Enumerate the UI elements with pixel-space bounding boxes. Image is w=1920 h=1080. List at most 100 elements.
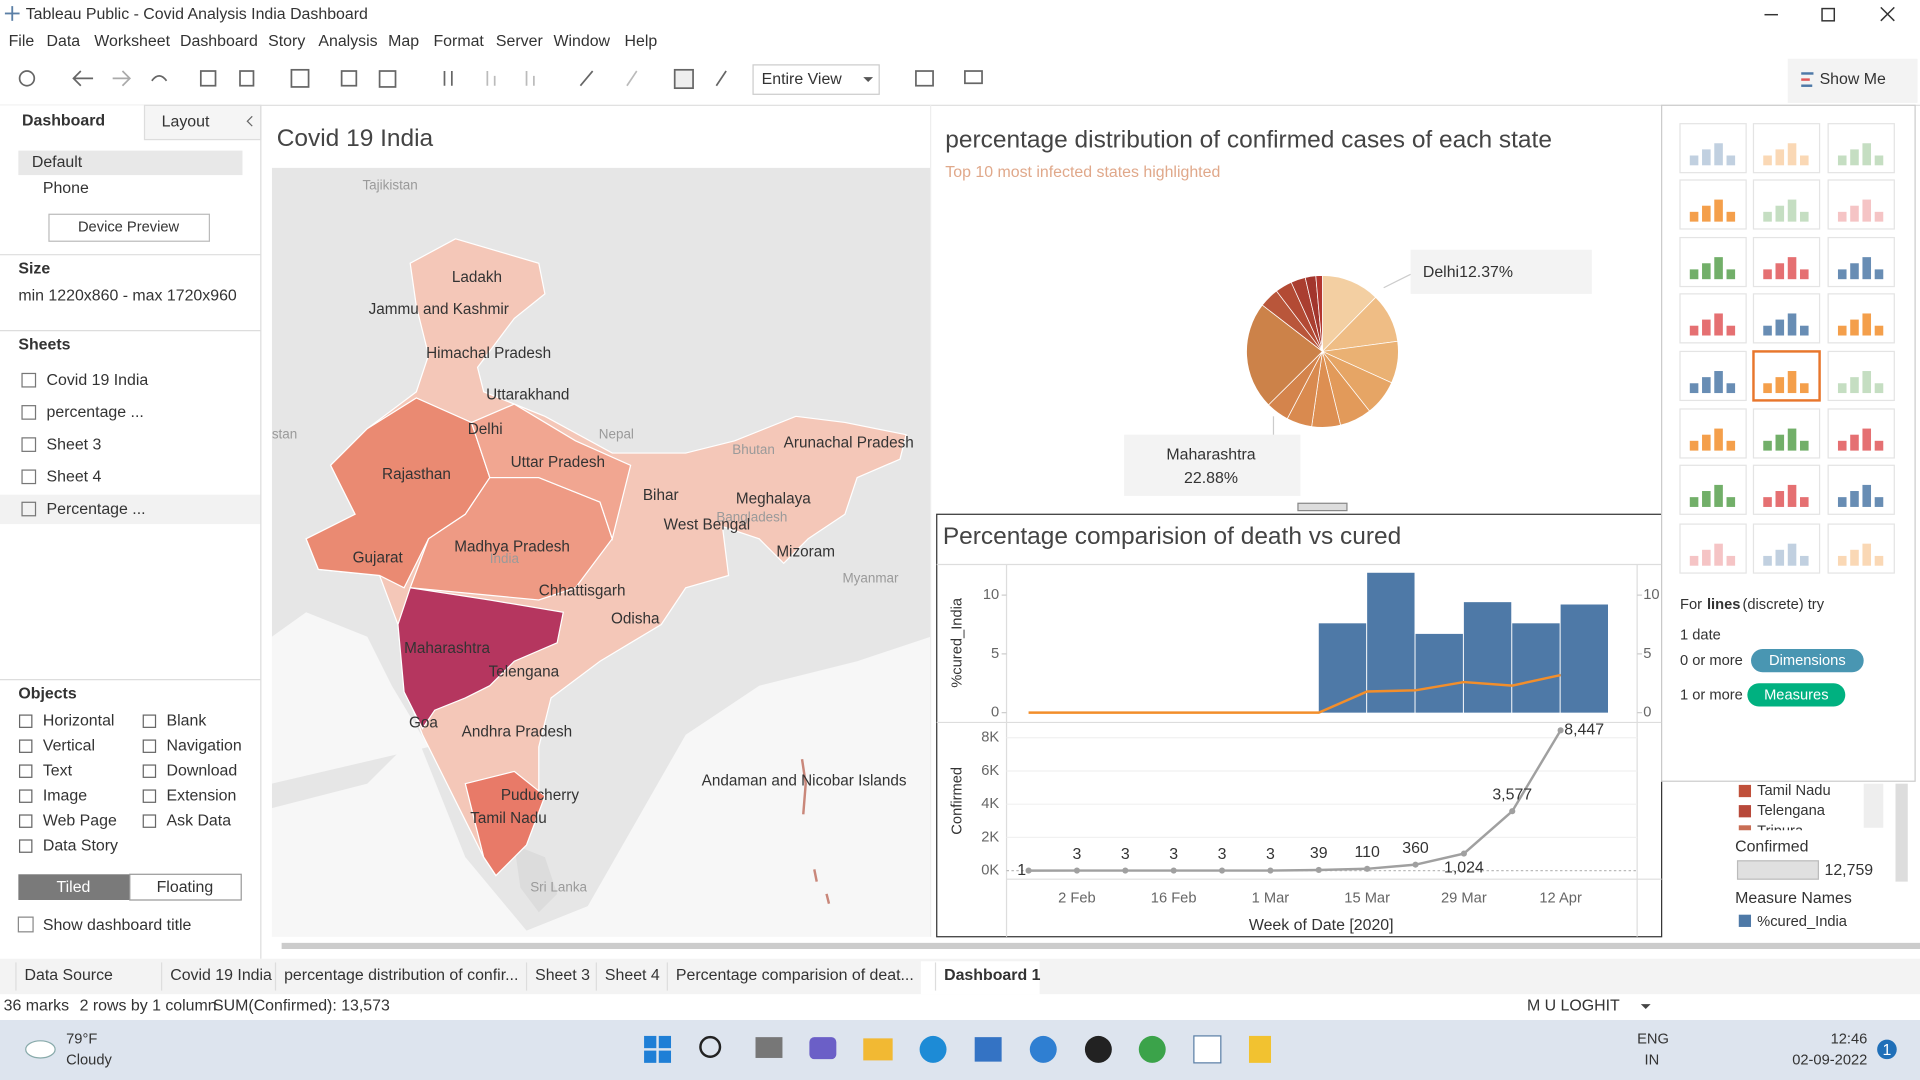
thumbnail[interactable] (1752, 123, 1821, 174)
sheet-tab[interactable]: Sheet 3 (535, 967, 590, 984)
thumbnail[interactable] (1827, 293, 1895, 344)
label-box (1124, 434, 1301, 496)
object[interactable]: Blank (167, 712, 207, 729)
show-title[interactable]: Show dashboard title (43, 917, 192, 934)
thumbnail[interactable] (1679, 123, 1747, 174)
window-controls[interactable] (1764, 6, 1895, 22)
thumbnail-glyph (1702, 377, 1711, 394)
y-tick-label: 0K (981, 862, 999, 878)
taskbar-apps[interactable] (644, 1035, 1272, 1064)
clock-time[interactable]: 12:46 (1831, 1031, 1868, 1047)
thumbnail[interactable] (1679, 236, 1747, 288)
panel-tab[interactable]: Layout (162, 114, 210, 131)
view-dropdown[interactable] (752, 64, 880, 95)
menu-item[interactable]: Server (496, 33, 544, 50)
view-mode[interactable]: Entire View (762, 71, 843, 88)
clock-date[interactable]: 02-09-2022 (1792, 1052, 1867, 1068)
object[interactable]: Download (167, 762, 238, 779)
active-tab (920, 961, 1040, 995)
menu-item[interactable]: Help (624, 33, 657, 50)
device-preview-button[interactable] (48, 213, 210, 242)
panel-tab[interactable]: Dashboard (22, 112, 105, 129)
sheet-tab[interactable]: percentage distribution of confir... (284, 967, 518, 984)
sheet[interactable]: Sheet 3 (47, 436, 102, 453)
region[interactable]: IN (1644, 1052, 1659, 1068)
menu-item[interactable]: Format (433, 33, 484, 50)
object[interactable]: Extension (167, 787, 237, 804)
point (1122, 867, 1129, 874)
thumbnail-glyph (1837, 269, 1847, 280)
menu-item[interactable]: Dashboard (180, 33, 258, 50)
thumbnail[interactable] (1827, 236, 1895, 288)
menu-item[interactable]: Analysis (318, 33, 377, 50)
thumbnail-glyph (1726, 555, 1736, 566)
thumbnail[interactable] (1827, 123, 1895, 174)
object[interactable]: Navigation (167, 737, 242, 754)
object[interactable]: Vertical (43, 737, 95, 754)
resize-handle[interactable] (1297, 502, 1348, 512)
thumbnail-glyph (1702, 319, 1711, 336)
legend-swatch (1738, 825, 1752, 831)
layout-mode[interactable]: Floating (157, 879, 214, 896)
device[interactable]: Phone (43, 180, 89, 197)
thumbnail[interactable] (1752, 293, 1821, 344)
show-me-label[interactable]: Show Me (1820, 71, 1886, 88)
thumbnail[interactable] (1679, 523, 1747, 574)
sheet[interactable]: percentage ... (47, 404, 144, 421)
thumbnail[interactable] (1752, 523, 1821, 574)
collapse[interactable] (246, 115, 253, 127)
sheet-tab[interactable]: Percentage comparision of deat... (676, 967, 914, 984)
bar (1560, 604, 1608, 713)
floating-button[interactable] (129, 873, 242, 901)
sheet-icon (21, 437, 37, 452)
map-label: Nepal (599, 426, 634, 441)
object[interactable]: Image (43, 787, 87, 804)
object[interactable]: Data Story (43, 837, 118, 854)
language[interactable]: ENG (1637, 1031, 1669, 1047)
menu-item[interactable]: Data (47, 33, 81, 50)
thumbnail[interactable] (1827, 523, 1895, 574)
user[interactable]: M U LOGHIT (1527, 998, 1620, 1015)
show-me-icon (1801, 72, 1814, 87)
thumbnail-glyph (1850, 149, 1859, 166)
thumbnail[interactable] (1827, 179, 1895, 230)
thumbnail[interactable] (1752, 236, 1821, 288)
object[interactable]: Ask Data (167, 812, 232, 829)
object-icon (18, 764, 33, 778)
checkbox[interactable] (17, 916, 34, 933)
sheet[interactable]: Sheet 4 (47, 469, 102, 486)
sheet-tab[interactable]: Sheet 4 (605, 967, 660, 984)
sheet-tab[interactable]: Dashboard 1 (944, 967, 1040, 984)
object[interactable]: Web Page (43, 812, 117, 829)
thumbnail-glyph (1714, 484, 1723, 507)
menu-item[interactable]: Window (553, 33, 610, 50)
menu-item[interactable]: File (9, 33, 35, 50)
charts: 0 5 10 0 5 10 0K 2K 4K 6K 8K 2 Feb 16 Feb 1 Mar 15 Mar… (981, 572, 1660, 907)
thumbnail-glyph (1850, 377, 1859, 394)
object[interactable]: Horizontal (43, 712, 115, 729)
thumbnail[interactable] (1679, 293, 1747, 344)
thumbnail-glyph (1775, 434, 1785, 451)
menu-item[interactable]: Worksheet (94, 33, 170, 50)
notification-count[interactable]: 1 (1883, 1042, 1892, 1059)
layout-mode[interactable]: Tiled (57, 879, 91, 896)
menu-item[interactable]: Map (388, 33, 419, 50)
thumbnail[interactable] (1752, 179, 1821, 230)
size-value[interactable]: min 1220x860 - max 1720x960 (18, 288, 237, 305)
device[interactable]: Default (32, 154, 83, 171)
device-preview[interactable]: Device Preview (78, 220, 180, 236)
thumbnail-glyph (1862, 313, 1872, 336)
menu-item[interactable]: Story (268, 33, 305, 50)
sheet[interactable]: Percentage ... (47, 501, 146, 518)
sheet[interactable]: Covid 19 India (47, 372, 149, 389)
pie-label-name: Maharashtra (1166, 447, 1255, 464)
tiled-button[interactable] (18, 874, 130, 900)
object[interactable]: Text (43, 762, 73, 779)
object-icon (18, 789, 33, 803)
sheet-tab[interactable]: Covid 19 India (170, 967, 272, 984)
dropdown-arrow (863, 77, 874, 83)
notification-badge[interactable] (1877, 1039, 1897, 1060)
sheet-tab[interactable]: Data Source (24, 967, 113, 984)
data-label: 110 (1354, 844, 1380, 861)
thumbnail[interactable] (1827, 350, 1895, 402)
